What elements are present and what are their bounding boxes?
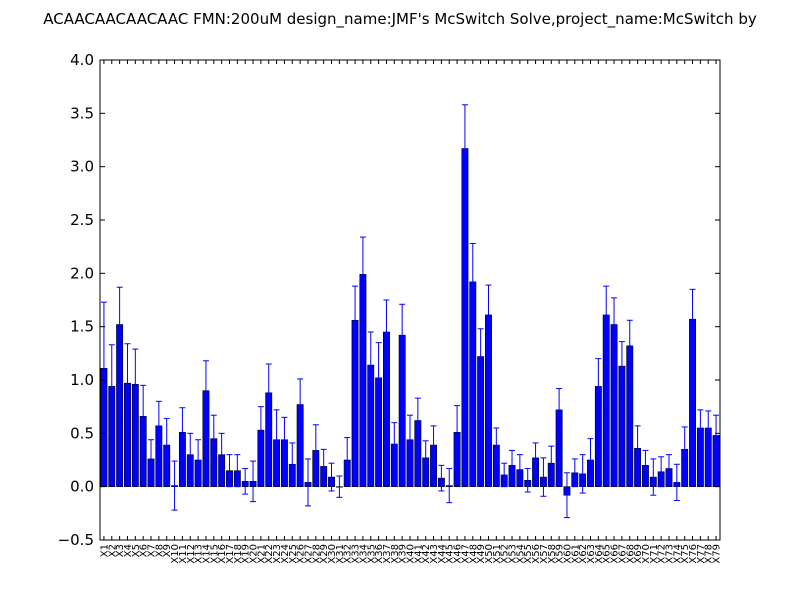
x-tick-label: X59 [555,544,566,564]
x-tick-label: X52 [500,544,511,564]
x-tick-label: X65 [602,544,613,564]
x-tick-label: X6 [139,544,150,557]
x-tick-label: X48 [468,544,479,564]
x-tick-label: X61 [570,544,581,564]
x-tick-label: X3 [115,544,126,557]
x-tick-label: X55 [523,544,534,564]
x-tick-label: X79 [712,544,723,564]
x-tick-label: X1 [99,544,110,557]
x-tick-label: X77 [696,544,707,564]
y-tick-label: 2.5 [70,211,94,229]
x-tick-label: X72 [657,544,668,564]
x-tick-label: X71 [649,544,660,564]
x-tick-label: X5 [131,544,142,557]
x-tick-label: X11 [178,544,189,564]
y-tick-label: 0.0 [70,478,94,496]
x-tick-label: X32 [343,544,354,564]
chart-title: ACAACAACAACAAC FMN:200uM design_name:JMF… [43,10,757,29]
plot-frame [99,59,721,541]
x-tick-label: X75 [680,544,691,564]
y-axis: −0.5 0.0 0.5 1.0 1.5 2.0 2.5 3.0 3.5 4.0 [58,51,720,549]
x-tick-label: X57 [539,544,550,564]
x-tick-label: X20 [249,544,260,564]
x-tick-label: X40 [406,544,417,564]
y-tick-label: 3.5 [70,104,94,122]
x-tick-label: X10 [170,544,181,564]
x-tick-label: X21 [256,544,267,564]
x-tick-label: X67 [617,544,628,564]
x-tick-label: X12 [186,544,197,564]
x-axis: X1X2X3X4X5X6X7X8X9X10X11X12X13X14X15X16X… [99,60,723,564]
x-tick-label: X19 [241,544,252,564]
x-tick-label: X58 [547,544,558,564]
x-tick-label: X73 [664,544,675,564]
x-tick-label: X18 [233,544,244,564]
x-tick-label: X78 [704,544,715,564]
x-tick-label: X33 [351,544,362,564]
x-tick-label: X68 [625,544,636,564]
bar-X47 [461,148,469,487]
x-tick-label: X38 [390,544,401,564]
x-tick-label: X29 [319,544,330,564]
x-tick-label: X2 [107,544,118,557]
x-tick-label: X13 [194,544,205,564]
x-tick-label: X22 [264,544,275,564]
x-tick-label: X54 [515,544,526,564]
x-tick-label: X60 [562,544,573,564]
x-tick-label: X47 [460,544,471,564]
x-tick-label: X46 [453,544,464,564]
x-tick-label: X25 [288,544,299,564]
x-tick-label: X62 [578,544,589,564]
x-tick-label: X17 [225,544,236,564]
x-tick-label: X70 [641,544,652,564]
x-tick-label: X36 [374,544,385,564]
x-tick-label: X23 [272,544,283,564]
x-tick-label: X27 [303,544,314,564]
x-tick-label: X53 [508,544,519,564]
y-tick-label: 1.0 [70,371,94,389]
y-tick-label: 3.0 [70,158,94,176]
x-tick-label: X15 [209,544,220,564]
x-tick-label: X74 [672,544,683,564]
x-tick-label: X14 [201,544,212,564]
x-tick-label: X45 [445,544,456,564]
x-tick-label: X39 [398,544,409,564]
y-tick-label: 4.0 [70,51,94,69]
x-tick-label: X43 [429,544,440,564]
x-tick-label: X69 [633,544,644,564]
x-tick-label: X41 [413,544,424,564]
x-tick-label: X37 [382,544,393,564]
x-tick-label: X56 [531,544,542,564]
y-tick-label: 2.0 [70,264,94,282]
x-tick-label: X26 [296,544,307,564]
y-tick-label: 1.5 [70,318,94,336]
y-tick-label: −0.5 [58,531,94,549]
x-tick-label: X24 [280,544,291,564]
x-tick-label: X30 [327,544,338,564]
x-tick-label: X31 [335,544,346,564]
x-tick-label: X42 [421,544,432,564]
x-tick-label: X7 [147,544,158,557]
x-tick-label: X4 [123,544,134,557]
x-tick-label: X34 [358,544,369,564]
x-tick-label: X50 [484,544,495,564]
x-tick-label: X66 [610,544,621,564]
x-tick-label: X63 [586,544,597,564]
x-tick-label: X49 [476,544,487,564]
x-tick-label: X51 [492,544,503,564]
x-tick-label: X35 [366,544,377,564]
error-bars-layer [100,104,720,519]
x-tick-label: X64 [594,544,605,564]
x-tick-label: X76 [688,544,699,564]
y-tick-label: 0.5 [70,424,94,442]
x-tick-label: X9 [162,544,173,557]
x-tick-label: X16 [217,544,228,564]
x-tick-label: X8 [154,544,165,557]
x-tick-label: X28 [311,544,322,564]
x-tick-label: X44 [437,544,448,564]
